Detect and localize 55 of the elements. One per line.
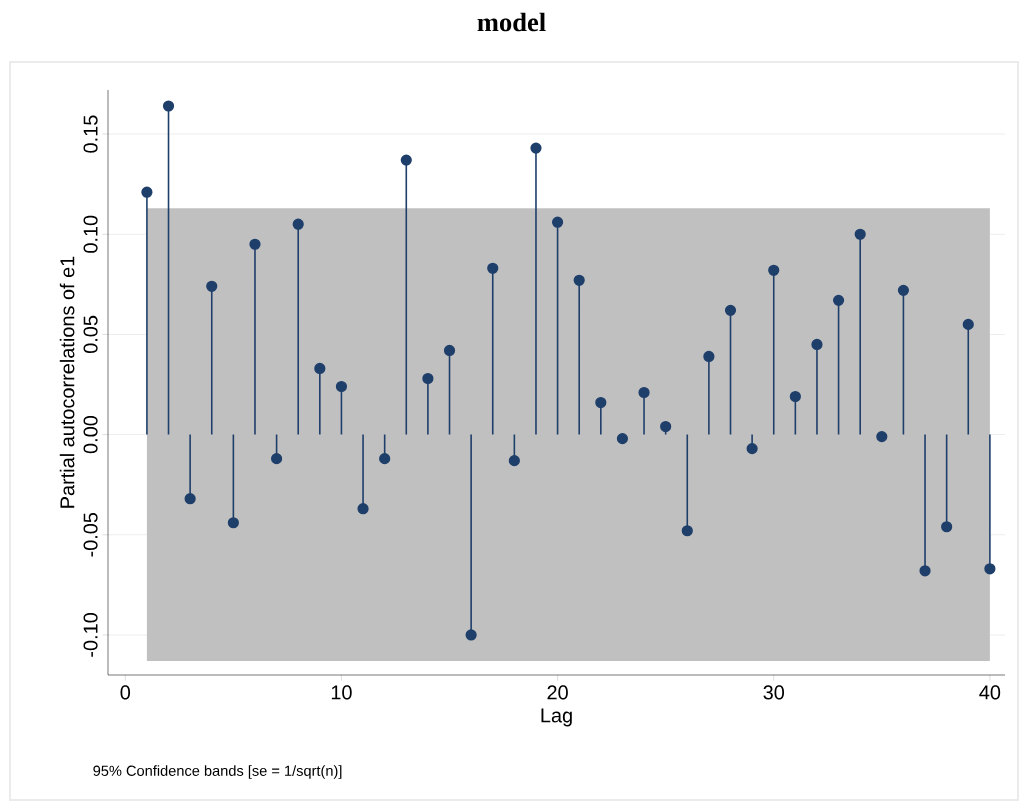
point	[443, 344, 456, 357]
point	[638, 386, 650, 399]
point	[595, 396, 607, 409]
y-tick-label: -0.05	[83, 512, 98, 557]
point	[422, 372, 434, 385]
y-axis-title: Partial autocorrelations of e1	[59, 256, 75, 508]
point	[984, 563, 996, 575]
y-tick-label: -0.10	[83, 613, 98, 657]
point	[357, 503, 369, 515]
point	[660, 420, 672, 433]
point	[487, 262, 499, 274]
point	[141, 186, 153, 198]
y-tick-label: 0.00	[83, 415, 98, 454]
point	[703, 350, 715, 363]
point	[811, 338, 823, 351]
point	[508, 455, 520, 467]
x-tick-label: 40	[979, 685, 1001, 700]
text: 95% Confidence bands [se = 1/sqrt(n)]	[93, 765, 342, 779]
point	[162, 100, 175, 112]
chart-title: model	[477, 12, 546, 32]
point	[616, 432, 629, 445]
y-tick-label: 0.10	[83, 215, 98, 253]
point	[854, 228, 866, 240]
point	[184, 493, 196, 505]
x-axis-title: Lag	[541, 708, 572, 727]
point	[227, 517, 239, 529]
x-tick-label: 0	[120, 685, 131, 700]
point	[573, 274, 585, 286]
point	[400, 154, 412, 166]
point	[724, 304, 737, 316]
point	[919, 565, 931, 577]
x-tick-label: 10	[331, 685, 352, 700]
y-tick-label: 0.05	[83, 315, 98, 354]
point	[746, 443, 758, 455]
point	[530, 142, 542, 154]
point	[897, 284, 910, 296]
point	[206, 280, 218, 292]
x-tick-label: 20	[547, 685, 568, 700]
point	[249, 238, 261, 250]
point	[876, 430, 888, 443]
point	[962, 318, 974, 330]
point	[379, 453, 391, 465]
point	[681, 525, 693, 537]
point	[314, 362, 326, 375]
point	[768, 264, 780, 276]
point	[551, 216, 564, 228]
point	[335, 380, 348, 393]
x-tick-label: 30	[763, 685, 785, 700]
point	[271, 453, 283, 465]
point	[789, 390, 801, 403]
point	[941, 521, 953, 533]
point	[465, 629, 477, 641]
point	[832, 294, 845, 306]
point	[292, 218, 304, 230]
y-tick-label: 0.15	[83, 115, 98, 153]
